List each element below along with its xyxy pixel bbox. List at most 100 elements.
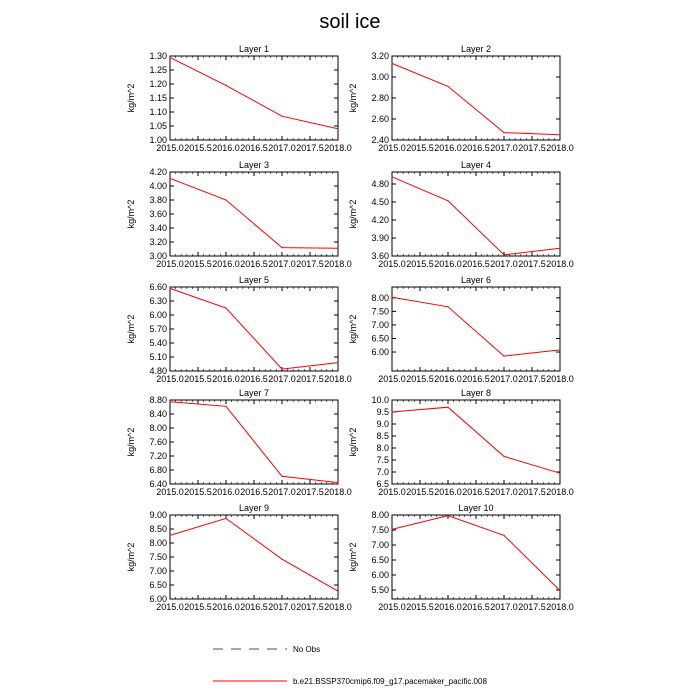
data-point <box>169 287 171 289</box>
plot-frame <box>391 171 561 257</box>
y-tick-label: 7.50 <box>371 525 389 535</box>
y-axis-label: kg/m^2 <box>126 84 136 113</box>
y-tick-label: 6.50 <box>149 580 167 590</box>
y-tick-label: 6.30 <box>149 296 167 306</box>
x-tick-label: 2017.0 <box>490 143 518 153</box>
y-tick-label: 8.00 <box>149 423 167 433</box>
y-tick-label: 4.80 <box>371 179 389 189</box>
plot-frame <box>391 514 561 600</box>
series-line <box>391 176 561 256</box>
y-tick-label: 7.00 <box>371 540 389 550</box>
y-tick-label: 1.20 <box>149 79 167 89</box>
y-axis-label: kg/m^2 <box>348 543 358 572</box>
data-point <box>337 482 339 484</box>
panel-title: Layer 6 <box>461 275 491 285</box>
data-point <box>169 401 171 403</box>
series-line <box>169 401 339 484</box>
y-tick-label: 1.00 <box>149 135 167 145</box>
y-tick-label: 4.50 <box>371 197 389 207</box>
y-axis-label: kg/m^2 <box>348 428 358 457</box>
y-tick-label: 8.50 <box>149 524 167 534</box>
x-tick-label: 2016.5 <box>462 259 490 269</box>
y-tick-label: 4.80 <box>149 366 167 376</box>
y-tick-label: 7.20 <box>149 451 167 461</box>
y-tick-label: 4.20 <box>371 215 389 225</box>
x-tick-label: 2016.0 <box>212 487 240 497</box>
x-tick-label: 2015.0 <box>156 602 184 612</box>
panel-title: Layer 4 <box>461 160 491 170</box>
data-point <box>225 199 227 201</box>
y-tick-label: 8.0 <box>376 443 389 453</box>
series-line <box>169 517 339 592</box>
y-tick-label: 4.00 <box>149 181 167 191</box>
series-line <box>169 287 339 370</box>
y-tick-label: 3.80 <box>149 195 167 205</box>
y-tick-label: 6.00 <box>149 310 167 320</box>
y-tick-label: 9.0 <box>376 419 389 429</box>
y-axis-label: kg/m^2 <box>348 200 358 229</box>
data-point <box>503 455 505 457</box>
x-tick-label: 2016.5 <box>240 374 268 384</box>
y-tick-label: 8.00 <box>149 538 167 548</box>
y-tick-label: 7.50 <box>149 552 167 562</box>
y-tick-label: 8.80 <box>149 395 167 405</box>
data-point <box>169 177 171 179</box>
x-tick-label: 2016.0 <box>212 374 240 384</box>
y-axis-label: kg/m^2 <box>126 428 136 457</box>
x-tick-label: 2018.0 <box>324 374 352 384</box>
y-tick-label: 7.5 <box>376 455 389 465</box>
panel-title: Layer 5 <box>239 275 269 285</box>
y-tick-label: 5.10 <box>149 352 167 362</box>
y-tick-label: 7.00 <box>371 320 389 330</box>
y-tick-label: 1.30 <box>149 51 167 61</box>
x-tick-label: 2015.0 <box>156 259 184 269</box>
legend: No Obs b.e21.BSSP370cmip6.f09_g17.pacema… <box>213 645 487 686</box>
y-tick-label: 3.20 <box>149 237 167 247</box>
x-tick-label: 2017.5 <box>518 374 546 384</box>
y-tick-label: 4.20 <box>149 167 167 177</box>
data-point <box>169 56 171 59</box>
data-point <box>559 349 561 351</box>
x-tick-label: 2018.0 <box>324 487 352 497</box>
plot-frame <box>169 286 339 372</box>
y-tick-label: 9.00 <box>149 510 167 520</box>
data-point <box>391 62 393 64</box>
y-tick-label: 5.50 <box>371 585 389 595</box>
y-tick-label: 7.00 <box>149 566 167 576</box>
y-tick-label: 3.60 <box>149 209 167 219</box>
x-tick-label: 2017.5 <box>296 143 324 153</box>
x-tick-label: 2017.0 <box>268 143 296 153</box>
y-tick-label: 1.25 <box>149 65 167 75</box>
data-point <box>559 590 561 592</box>
series-line <box>169 56 339 130</box>
plot-frame <box>169 55 339 141</box>
x-tick-label: 2016.0 <box>434 259 462 269</box>
x-tick-label: 2015.5 <box>406 602 434 612</box>
y-tick-label: 1.05 <box>149 121 167 131</box>
x-tick-label: 2015.5 <box>406 487 434 497</box>
data-point <box>391 296 393 298</box>
x-tick-label: 2016.0 <box>434 487 462 497</box>
data-point <box>391 528 393 531</box>
y-tick-label: 3.00 <box>371 72 389 82</box>
x-tick-label: 2018.0 <box>324 602 352 612</box>
y-tick-label: 9.5 <box>376 407 389 417</box>
data-point <box>447 200 449 202</box>
y-axis-label: kg/m^2 <box>348 315 358 344</box>
x-tick-label: 2015.0 <box>378 602 406 612</box>
x-tick-label: 2016.0 <box>212 259 240 269</box>
data-point <box>503 355 505 357</box>
y-axis-label: kg/m^2 <box>126 315 136 344</box>
x-tick-label: 2015.5 <box>184 487 212 497</box>
x-tick-label: 2017.5 <box>518 487 546 497</box>
y-tick-label: 6.80 <box>149 465 167 475</box>
data-point <box>225 307 227 309</box>
y-tick-label: 5.40 <box>149 338 167 348</box>
y-tick-label: 6.00 <box>371 570 389 580</box>
x-tick-label: 2016.5 <box>462 487 490 497</box>
